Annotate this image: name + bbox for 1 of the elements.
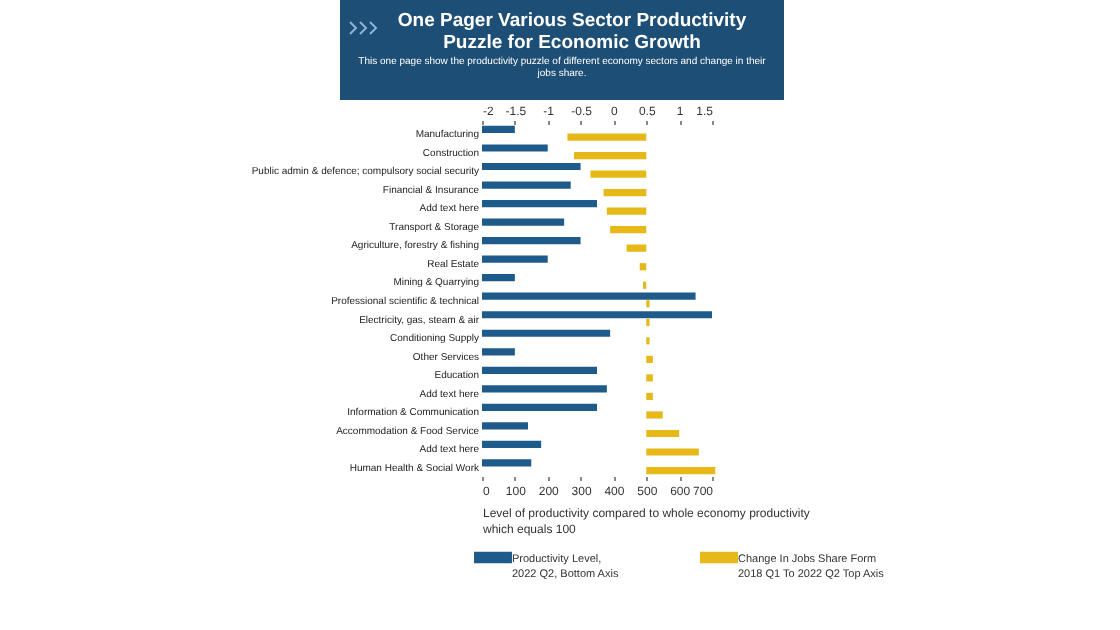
chart-title: One Pager Various Sector Productivity Puzzle for Economic Growth <box>395 10 749 54</box>
